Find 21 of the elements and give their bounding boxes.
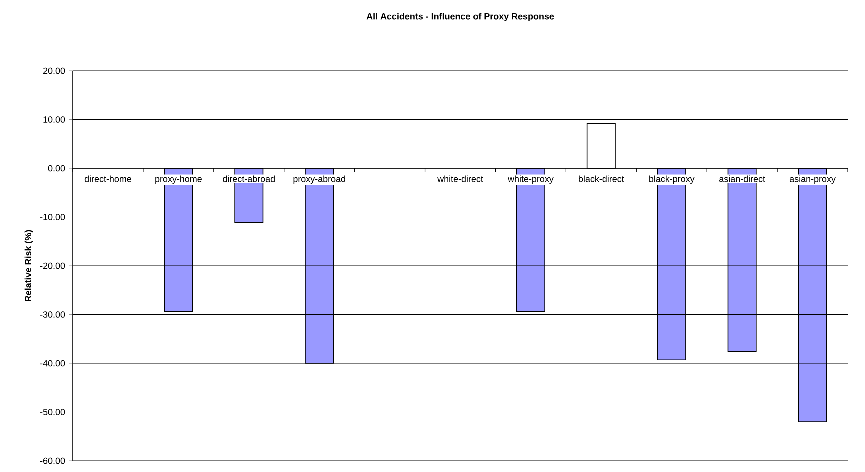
y-axis-title: Relative Risk (%) (24, 230, 34, 302)
x-tick-label: proxy-abroad (294, 176, 346, 184)
x-tick-label: white-proxy (508, 176, 554, 184)
x-tick-label: black-direct (579, 176, 624, 182)
x-tick-label: asian-proxy (790, 176, 836, 184)
y-tick-label: -60.00 (40, 458, 66, 464)
x-tick-label: proxy-home (156, 176, 202, 184)
x-tick-label: direct-home (84, 176, 132, 182)
x-tick-label: black-proxy (650, 176, 695, 184)
y-tick-label: -40.00 (40, 360, 66, 367)
y-tick-label: 10.00 (44, 116, 66, 123)
y-tick-label: -50.00 (40, 409, 66, 416)
y-tick-label: -10.00 (40, 214, 66, 220)
y-tick-label: -30.00 (40, 312, 66, 318)
y-tick-label: 20.00 (43, 68, 66, 74)
chart-title: All Accidents - Influence of Proxy Response (366, 13, 554, 22)
x-tick-label: direct-abroad (223, 176, 275, 182)
x-tick-label: asian-direct (720, 176, 766, 182)
y-tick-label: 0.00 (48, 165, 66, 172)
y-tick-label: -20.00 (40, 262, 66, 270)
x-tick-label: white-direct (438, 176, 484, 182)
